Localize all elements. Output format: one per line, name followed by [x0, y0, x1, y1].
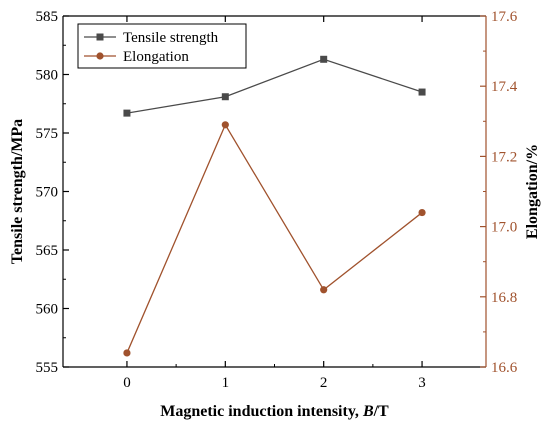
series-line	[126, 123, 423, 354]
left-tick-label: 575	[36, 126, 59, 142]
series-layer	[123, 55, 426, 357]
right-tick-label: 16.6	[491, 360, 518, 376]
plot-frame	[62, 15, 487, 368]
legend-label: Elongation	[123, 49, 189, 65]
left-tick-label: 570	[36, 185, 59, 201]
right-axis-title: Elongation/%	[524, 144, 541, 239]
x-axis-title: Magnetic induction intensity, B/T	[160, 403, 389, 420]
right-tick-label: 17.0	[491, 220, 517, 236]
series-line	[126, 58, 423, 114]
x-axis: 0 1 2 3	[123, 16, 426, 391]
axis-titles: Magnetic induction intensity, B/T Tensile…	[9, 119, 541, 420]
left-axis-title: Tensile strength/MPa	[9, 119, 26, 264]
left-tick-label: 560	[36, 302, 59, 318]
data-point-circle	[123, 349, 131, 357]
x-axis-title-part: Magnetic induction intensity,	[160, 403, 363, 420]
left-y-axis: 555 560 565 570 575 580 585	[36, 9, 69, 376]
legend-marker-square	[96, 33, 104, 41]
x-tick-label: 2	[320, 375, 328, 391]
x-tick-label: 3	[418, 375, 426, 391]
right-tick-label: 17.6	[491, 9, 518, 25]
right-y-axis: 16.6 16.8 17.0 17.2 17.4 17.6	[480, 9, 518, 376]
left-tick-label: 580	[36, 68, 59, 84]
data-point-square	[123, 109, 131, 117]
right-tick-label: 17.4	[491, 79, 518, 95]
legend: Tensile strength Elongation	[77, 23, 247, 69]
data-point-circle	[320, 286, 328, 294]
x-axis-title-part: B	[362, 403, 374, 420]
x-axis-title-part: /T	[373, 403, 389, 420]
data-point-circle	[418, 208, 426, 217]
data-point-square	[221, 93, 229, 101]
series-elongation	[123, 121, 426, 357]
x-tick-label: 1	[222, 375, 230, 391]
x-tick-label: 0	[123, 375, 131, 391]
left-tick-label: 565	[36, 243, 59, 259]
series-tensile-strength	[123, 55, 426, 117]
left-tick-label: 555	[36, 360, 59, 376]
data-point-square	[320, 55, 328, 63]
left-tick-label: 585	[36, 9, 59, 25]
data-point-circle	[221, 121, 229, 129]
legend-box	[77, 23, 247, 69]
legend-marker-circle	[96, 52, 104, 60]
data-point-square	[418, 88, 426, 96]
legend-label: Tensile strength	[123, 30, 219, 46]
right-tick-label: 16.8	[491, 290, 517, 306]
right-tick-label: 17.2	[491, 149, 517, 165]
